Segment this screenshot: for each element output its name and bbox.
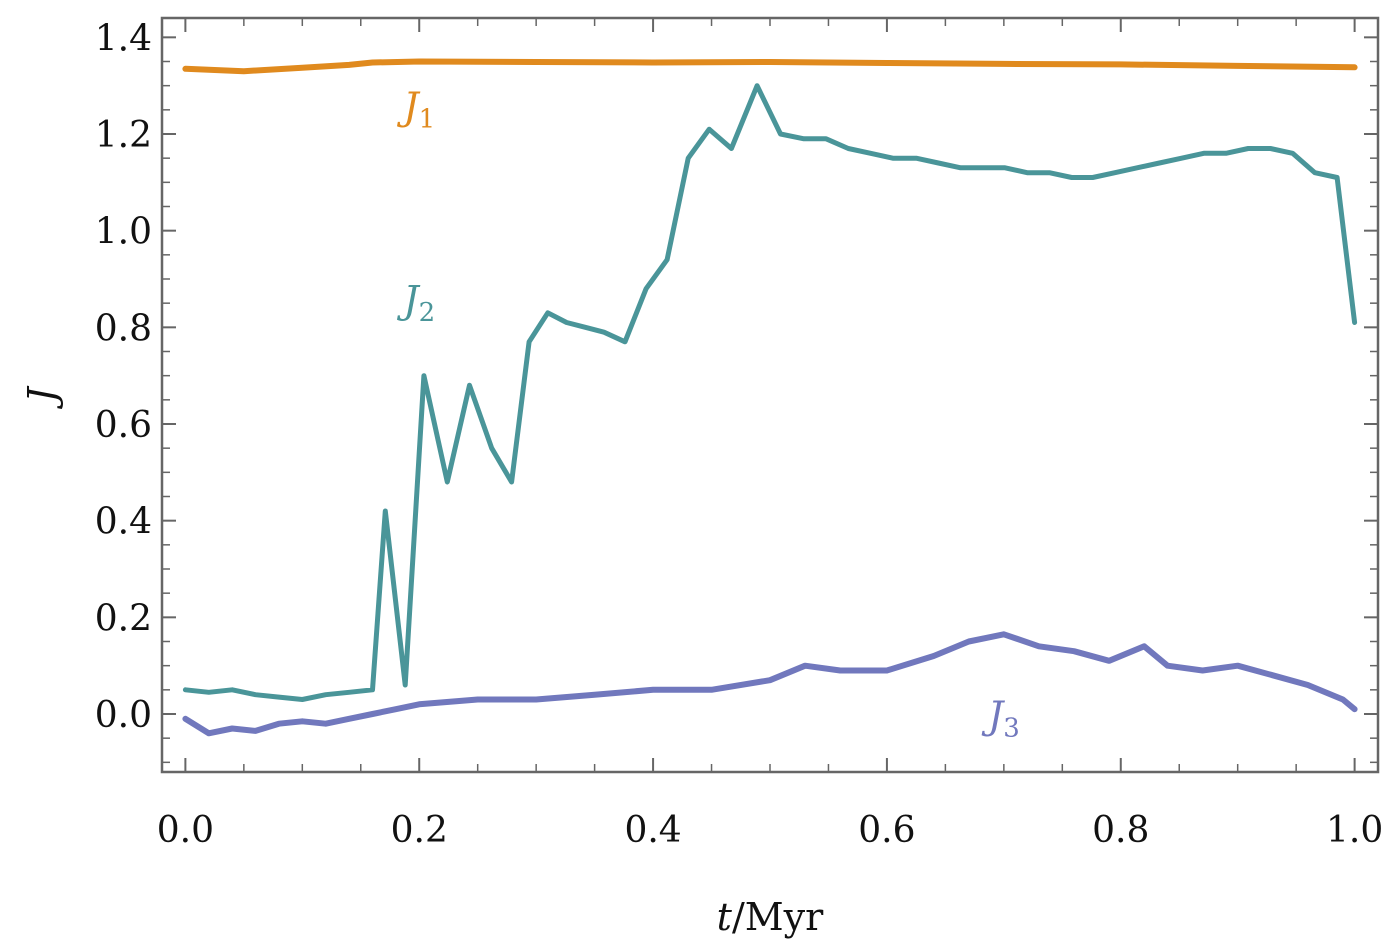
y-tick-label: 0.2: [95, 598, 152, 639]
series-label-main: J: [396, 85, 420, 129]
x-tick-label: 0.8: [1092, 810, 1149, 851]
series-2-label: J2: [396, 278, 435, 328]
series-label-main: J: [396, 278, 420, 322]
plot-frame: [160, 16, 1380, 774]
axis-ticks: [162, 18, 1378, 772]
y-tick-label: 0.0: [95, 695, 152, 736]
x-tick-label: 0.2: [391, 810, 448, 851]
labels-layer: 0.0 0.2 0.4 0.6 0.8 1.0 0.0 0.2 0.4 0.6 0.8 1.0 1.2 1…: [20, 18, 1383, 939]
x-axis-label-var: t: [717, 895, 733, 939]
x-axis-label: t/Myr: [717, 895, 824, 939]
y-tick-label: 1.4: [95, 18, 152, 59]
series-1-line: [182, 58, 1358, 75]
y-tick-label: 1.0: [95, 212, 152, 253]
x-tick-label: 1.0: [1326, 810, 1383, 851]
series-3-line: [182, 631, 1358, 737]
series-label-subscript: 3: [1003, 714, 1020, 744]
series-layer: [182, 58, 1358, 737]
series-label-main: J: [981, 694, 1005, 738]
x-tick-label: 0.6: [858, 810, 915, 851]
y-tick-label: 1.2: [95, 115, 152, 156]
x-axis-label-unit: /Myr: [732, 895, 824, 939]
series-1-label: J1: [396, 85, 435, 135]
series-3-label: J3: [981, 694, 1020, 744]
series-label-subscript: 1: [419, 105, 436, 135]
y-tick-label: 0.4: [95, 502, 152, 543]
y-tick-label: 0.8: [95, 308, 152, 349]
y-tick-label: 0.6: [95, 405, 152, 446]
y-axis-label: J: [20, 386, 64, 410]
series-label-subscript: 2: [419, 298, 436, 328]
x-tick-label: 0.4: [624, 810, 681, 851]
series-2-line: [182, 83, 1358, 702]
x-tick-label: 0.0: [157, 810, 214, 851]
